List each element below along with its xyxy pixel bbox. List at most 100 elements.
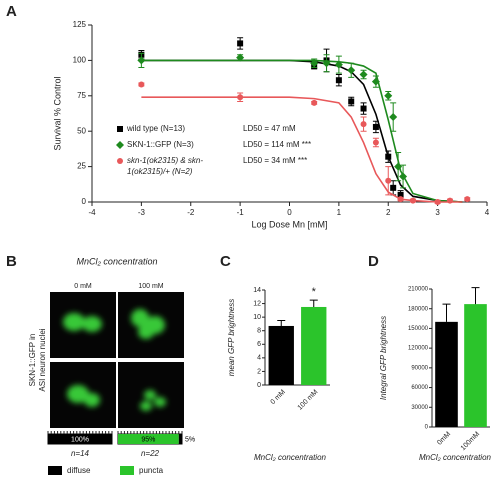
y-tick-label: 180000 bbox=[408, 306, 429, 312]
x-axis-label: MnCl₂ concentration bbox=[419, 453, 492, 462]
marker-diamond bbox=[399, 172, 408, 181]
column-label: 0 mM bbox=[74, 283, 92, 290]
bar-segment bbox=[178, 434, 182, 444]
x-tick-label: 0 bbox=[287, 208, 292, 217]
x-axis-label: Log Dose Mn [mM] bbox=[251, 219, 327, 229]
side-label: SKN-1::GFP in bbox=[28, 334, 37, 387]
y-tick-label: 210000 bbox=[408, 287, 429, 293]
marker-diamond bbox=[236, 53, 245, 62]
y-tick-label: 120000 bbox=[408, 346, 429, 352]
x-tick-label: -2 bbox=[187, 208, 195, 217]
panel-label: A bbox=[6, 3, 17, 20]
marker-circle bbox=[434, 199, 441, 205]
y-tick-label: 0 bbox=[257, 382, 261, 389]
panel-label: D bbox=[368, 253, 379, 270]
value-label: 5% bbox=[185, 436, 195, 443]
x-tick-label: 0mM bbox=[436, 431, 452, 447]
ld50-label: LD50 = 47 mM bbox=[243, 124, 296, 133]
marker-diamond bbox=[384, 91, 393, 100]
legend-label: diffuse bbox=[67, 466, 91, 475]
x-tick-label: 0 mM bbox=[270, 389, 287, 406]
micrographs bbox=[50, 292, 184, 428]
marker-diamond bbox=[394, 162, 403, 171]
bar-segment bbox=[48, 434, 112, 444]
y-axis-label: mean GFP brightness bbox=[227, 299, 236, 377]
marker-circle bbox=[311, 99, 318, 106]
marker-diamond bbox=[137, 56, 146, 65]
legend-label: SKN-1::GFP (N=3) bbox=[127, 140, 194, 149]
legend-entry: wild type (N=13) bbox=[127, 124, 186, 133]
y-axis-label: Survival % Control bbox=[52, 76, 62, 150]
error-bar bbox=[309, 299, 318, 307]
y-tick-label: 125 bbox=[73, 20, 87, 29]
y-tick-label: 150000 bbox=[408, 326, 429, 332]
category-label: n=22 bbox=[141, 449, 160, 458]
x-tick-label: 4 bbox=[485, 208, 490, 217]
bar bbox=[435, 321, 458, 427]
value-label: 95% bbox=[141, 436, 155, 443]
marker-circle bbox=[138, 81, 145, 88]
bar bbox=[464, 304, 487, 427]
y-tick-label: 90000 bbox=[411, 365, 428, 371]
marker-circle bbox=[409, 197, 416, 204]
legend-entry: skn-1(ok2315) & skn-1(ok2315)/+ (N=2) bbox=[127, 156, 203, 176]
x-tick-label: 3 bbox=[435, 208, 440, 217]
y-tick-label: 60000 bbox=[411, 385, 428, 391]
marker-circle bbox=[117, 158, 123, 164]
x-tick-label: -3 bbox=[138, 208, 146, 217]
panel-title: MnCl₂ concentration bbox=[77, 256, 158, 266]
y-tick-label: 30000 bbox=[411, 405, 428, 411]
marker-diamond bbox=[389, 113, 398, 122]
bar bbox=[301, 306, 327, 385]
marker-square bbox=[335, 77, 342, 84]
marker-square bbox=[397, 191, 404, 198]
legend-swatch bbox=[120, 466, 134, 475]
error-bar bbox=[471, 287, 480, 305]
x-tick-label: 2 bbox=[386, 208, 391, 217]
y-tick-label: 100 bbox=[73, 56, 87, 65]
marker-circle bbox=[372, 139, 379, 146]
legend-swatch bbox=[48, 466, 62, 475]
bar-segment bbox=[118, 434, 179, 444]
marker-diamond bbox=[334, 60, 343, 69]
y-tick-label: 75 bbox=[77, 91, 86, 100]
x-tick-label: 100 mM bbox=[297, 389, 320, 412]
y-tick-label: 0 bbox=[425, 425, 429, 431]
column-label: 100 mM bbox=[138, 283, 163, 290]
y-tick-label: 25 bbox=[77, 162, 86, 171]
value-label: 100% bbox=[71, 436, 89, 443]
significance: * bbox=[312, 286, 317, 298]
marker-circle bbox=[237, 94, 244, 101]
marker-square bbox=[237, 40, 244, 47]
y-axis-label: Integral GFP brightness bbox=[379, 316, 388, 400]
marker-circle bbox=[446, 197, 453, 204]
x-axis-label: MnCl₂ concentration bbox=[254, 453, 327, 462]
legend-label: wild type (N=13) bbox=[127, 124, 186, 133]
ld50-label: LD50 = 114 mM *** bbox=[243, 140, 311, 149]
ld50-label: LD50 = 34 mM *** bbox=[243, 156, 307, 165]
marker-diamond bbox=[371, 77, 380, 86]
marker-diamond bbox=[116, 141, 124, 149]
marker-diamond bbox=[359, 70, 368, 79]
marker-circle bbox=[385, 177, 392, 184]
marker-square bbox=[360, 105, 367, 112]
bar bbox=[268, 325, 294, 385]
y-tick-label: 50 bbox=[77, 126, 86, 135]
error-bar bbox=[442, 303, 451, 322]
marker-diamond bbox=[322, 59, 331, 68]
y-tick-label: 14 bbox=[253, 287, 261, 294]
marker-square bbox=[385, 153, 392, 160]
panel-label: B bbox=[6, 253, 17, 270]
y-tick-label: 0 bbox=[82, 197, 87, 206]
marker-square bbox=[390, 184, 397, 191]
legend-label: puncta bbox=[139, 466, 164, 475]
marker-diamond bbox=[347, 66, 356, 75]
fit-curve bbox=[141, 59, 463, 203]
y-tick-label: 6 bbox=[257, 341, 261, 348]
marker-circle bbox=[360, 121, 367, 128]
x-tick-label: -4 bbox=[88, 208, 96, 217]
y-tick-label: 8 bbox=[257, 328, 261, 335]
x-tick-label: -1 bbox=[237, 208, 245, 217]
x-tick-label: 100mM bbox=[460, 431, 482, 453]
